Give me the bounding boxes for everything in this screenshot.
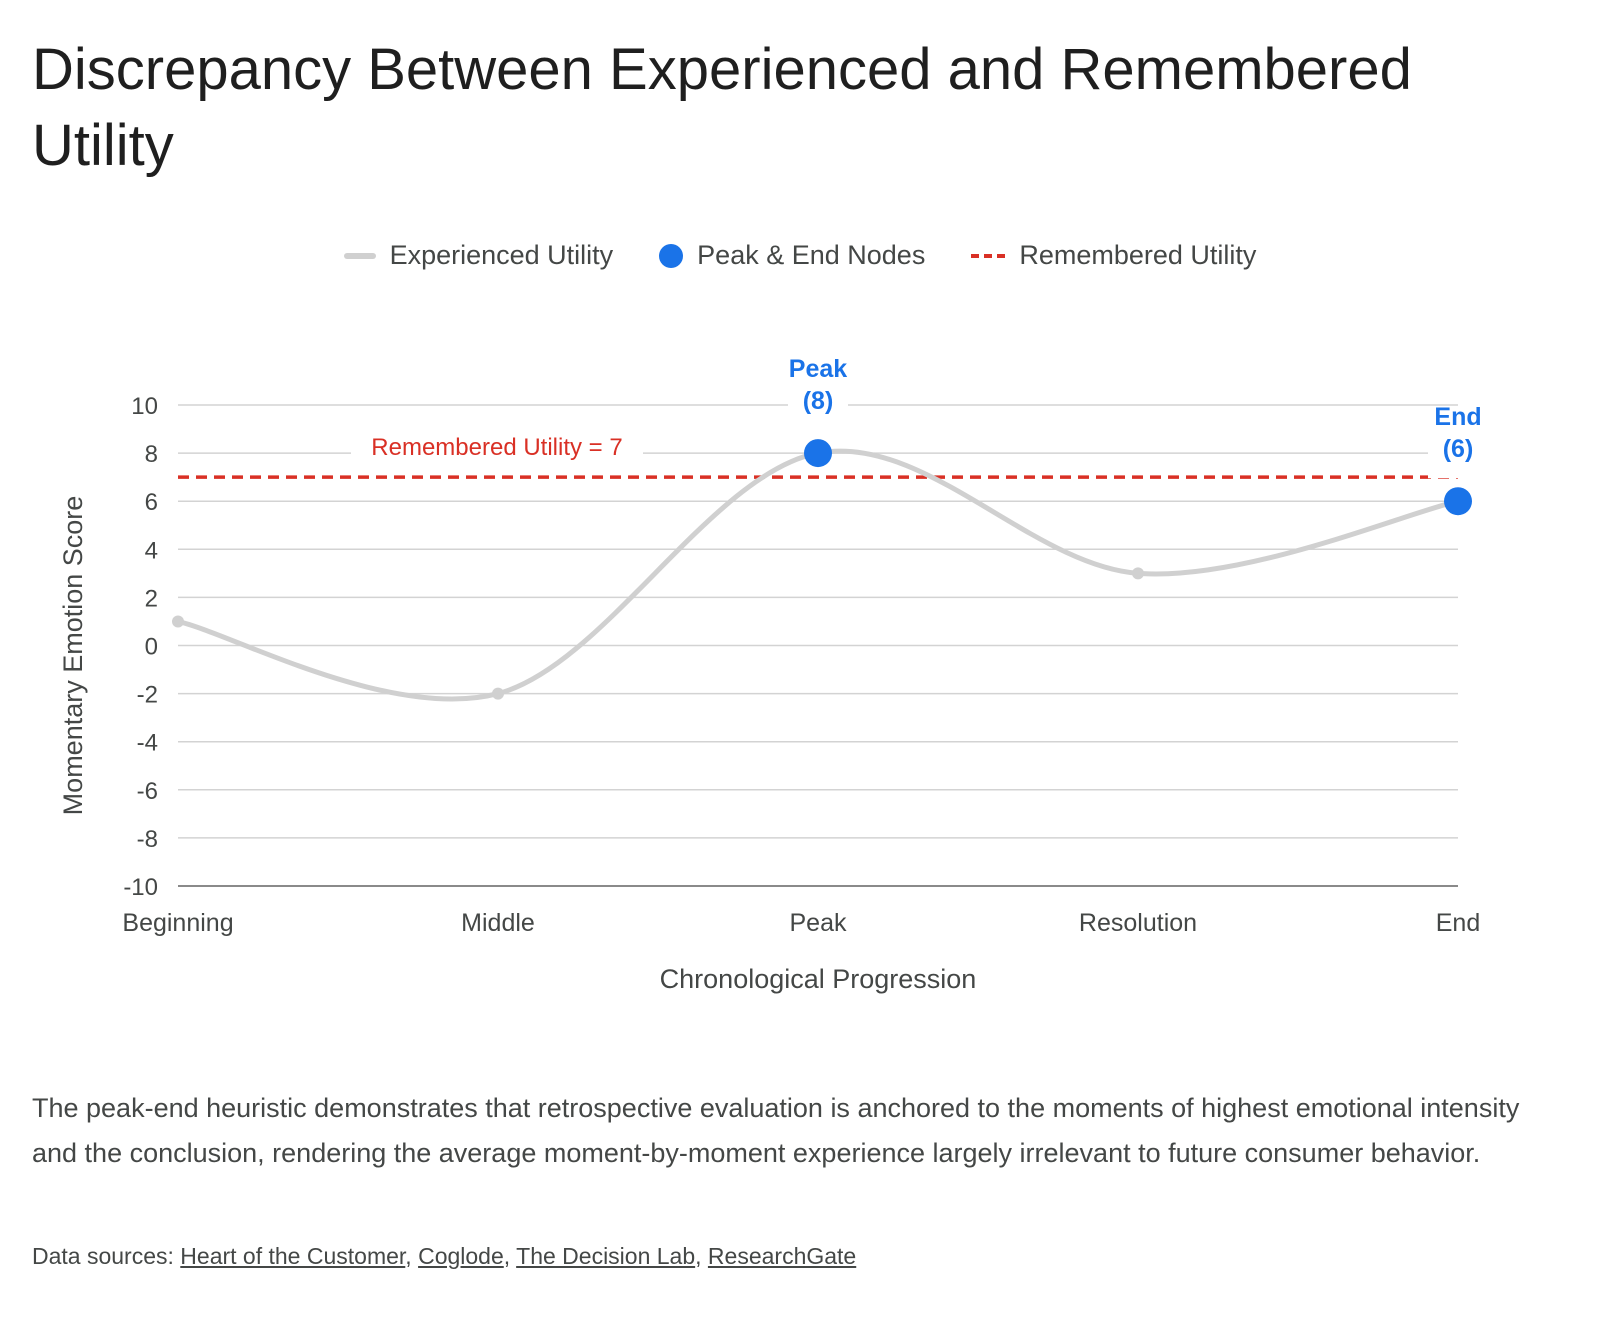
y-tick-label-7: -4: [137, 730, 158, 757]
chart-caption: The peak-end heuristic demonstrates that…: [32, 1093, 1520, 1168]
source-link-1[interactable]: Coglode: [418, 1243, 504, 1269]
y-tick-label-1: 8: [145, 441, 158, 468]
x-tick-label-4: End: [1436, 909, 1480, 937]
y-tick-label-6: -2: [137, 682, 158, 709]
y-tick-label-4: 2: [145, 585, 158, 612]
node-label-name-end: End: [1434, 403, 1481, 431]
data-point-middle: [492, 687, 504, 700]
node-label-bg-0: [788, 360, 848, 431]
legend-item-remembered[interactable]: Remembered Utility: [971, 240, 1256, 271]
y-tick-label-10: -10: [123, 874, 158, 901]
y-axis-title: Momentary Emotion Score: [58, 496, 88, 816]
data-point-beginning: [172, 615, 184, 628]
legend-dash-swatch: [971, 253, 1006, 258]
y-tick-label-3: 4: [145, 537, 158, 564]
legend-dot-swatch: [659, 243, 684, 268]
source-link-2[interactable]: The Decision Lab: [516, 1243, 696, 1269]
legend-item-nodes[interactable]: Peak & End Nodes: [659, 240, 925, 271]
node-peak: [804, 439, 832, 468]
legend-label-remembered: Remembered Utility: [1019, 240, 1257, 270]
x-tick-label-2: Peak: [790, 909, 847, 937]
legend-label-nodes: Peak & End Nodes: [697, 240, 926, 270]
x-tick-label-1: Middle: [461, 909, 535, 937]
source-link-3[interactable]: ResearchGate: [707, 1243, 857, 1269]
x-axis-title: Chronological Progression: [660, 964, 977, 994]
chart-legend: Experienced Utility Peak & End Nodes Rem…: [0, 240, 1600, 271]
node-label-name-peak: Peak: [789, 355, 847, 383]
y-tick-label-8: -6: [137, 778, 158, 805]
line-chart: 10 8 6 4 2 0 -2 -4 -6 -8 -10 Beginning Middle Peak Res…: [58, 355, 1488, 994]
node-label-value-peak: (8): [803, 387, 834, 415]
node-end: [1444, 487, 1472, 516]
node-label-value-end: (6): [1443, 435, 1474, 463]
data-sources: Data sources: Heart of the Customer, Cog…: [32, 1243, 857, 1269]
legend-line-swatch: [343, 252, 376, 259]
experienced-utility-line: [175, 448, 1461, 702]
y-tick-label-2: 6: [145, 489, 158, 516]
y-tick-label-0: 10: [131, 393, 158, 420]
y-tick-label-5: 0: [145, 634, 158, 661]
y-tick-label-9: -8: [137, 826, 158, 853]
legend-item-experienced[interactable]: Experienced Utility: [343, 240, 614, 271]
x-tick-label-3: Resolution: [1079, 909, 1197, 937]
chart-title: Discrepancy Between Experienced and Reme…: [32, 37, 1412, 178]
node-label-bg-1: [1428, 408, 1488, 479]
x-tick-label-0: Beginning: [122, 909, 233, 937]
reference-label-bg: [351, 433, 643, 466]
sources-prefix: Data sources:: [32, 1243, 181, 1269]
legend-label-experienced: Experienced Utility: [389, 240, 614, 270]
data-point-resolution: [1132, 567, 1144, 580]
source-link-0[interactable]: Heart of the Customer: [180, 1243, 406, 1269]
reference-label: Remembered Utility = 7: [371, 434, 622, 461]
